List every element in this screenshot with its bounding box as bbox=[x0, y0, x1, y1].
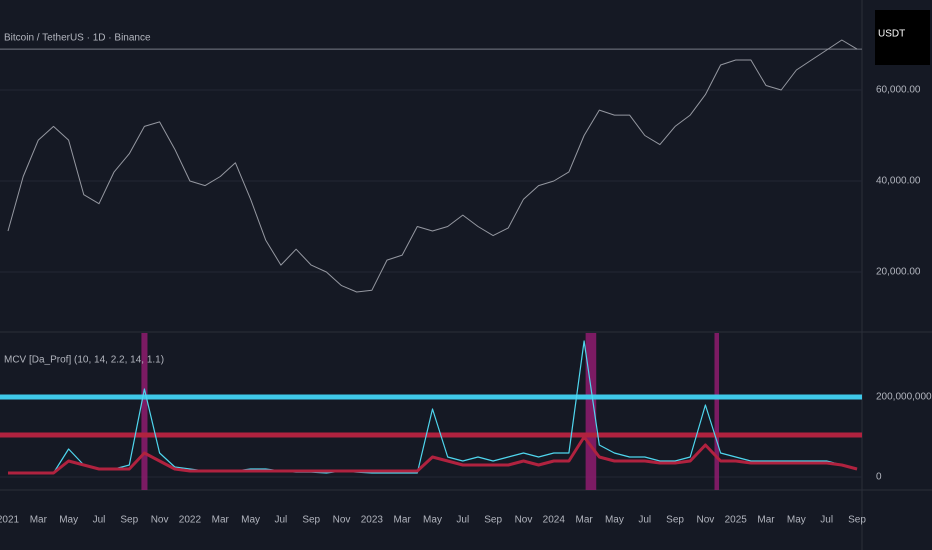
x-tick-label: Mar bbox=[212, 515, 230, 526]
y-tick-label: 20,000.00 bbox=[876, 267, 921, 278]
x-tick-label: Nov bbox=[515, 515, 533, 526]
x-tick-label: Sep bbox=[848, 515, 866, 526]
x-tick-label: Mar bbox=[757, 515, 775, 526]
x-tick-label: Sep bbox=[302, 515, 320, 526]
x-tick-label: May bbox=[605, 515, 624, 526]
x-tick-label: Mar bbox=[30, 515, 48, 526]
x-tick-label: Jul bbox=[274, 515, 287, 526]
y-tick-label: 60,000.00 bbox=[876, 85, 921, 96]
currency-box bbox=[875, 10, 930, 65]
x-tick-label: May bbox=[423, 515, 442, 526]
price-line bbox=[7, 39, 858, 293]
x-tick-label: 2021 bbox=[0, 515, 20, 526]
currency-label: USDT bbox=[878, 29, 905, 40]
x-tick-label: Nov bbox=[696, 515, 714, 526]
y-tick-label: 0 bbox=[876, 472, 882, 483]
x-tick-label: Sep bbox=[120, 515, 138, 526]
highlight-band bbox=[585, 333, 597, 490]
x-tick-label: Nov bbox=[333, 515, 351, 526]
symbol-title: Bitcoin / TetherUS · 1D · Binance bbox=[4, 33, 151, 44]
plot-layer: 20,000.00 40,000.00 60,000.00 0 200,000,000,… bbox=[0, 39, 932, 526]
x-tick-label: Jul bbox=[820, 515, 833, 526]
highlight-band bbox=[141, 333, 148, 490]
y-tick-label: 200,000,000,000,000 bbox=[876, 392, 932, 403]
x-tick-label: May bbox=[787, 515, 806, 526]
x-tick-label: Sep bbox=[484, 515, 502, 526]
x-tick-label: Jul bbox=[638, 515, 651, 526]
x-tick-label: Mar bbox=[394, 515, 412, 526]
x-tick-label: Mar bbox=[575, 515, 593, 526]
indicator-line bbox=[8, 435, 858, 475]
x-tick-label: Jul bbox=[456, 515, 469, 526]
highlight-band bbox=[714, 333, 720, 490]
x-tick-label: Nov bbox=[151, 515, 169, 526]
x-tick-label: May bbox=[241, 515, 260, 526]
x-tick-label: 2022 bbox=[179, 515, 202, 526]
x-tick-label: 2024 bbox=[543, 515, 566, 526]
indicator-title: MCV [Da_Prof] (10, 14, 2.2, 14, 1.1) bbox=[4, 355, 164, 366]
x-tick-label: May bbox=[59, 515, 78, 526]
x-tick-label: 2025 bbox=[725, 515, 748, 526]
indicator-line bbox=[8, 340, 858, 474]
y-tick-label: 40,000.00 bbox=[876, 176, 921, 187]
x-tick-label: Jul bbox=[93, 515, 106, 526]
x-tick-label: 2023 bbox=[361, 515, 384, 526]
x-tick-label: Sep bbox=[666, 515, 684, 526]
